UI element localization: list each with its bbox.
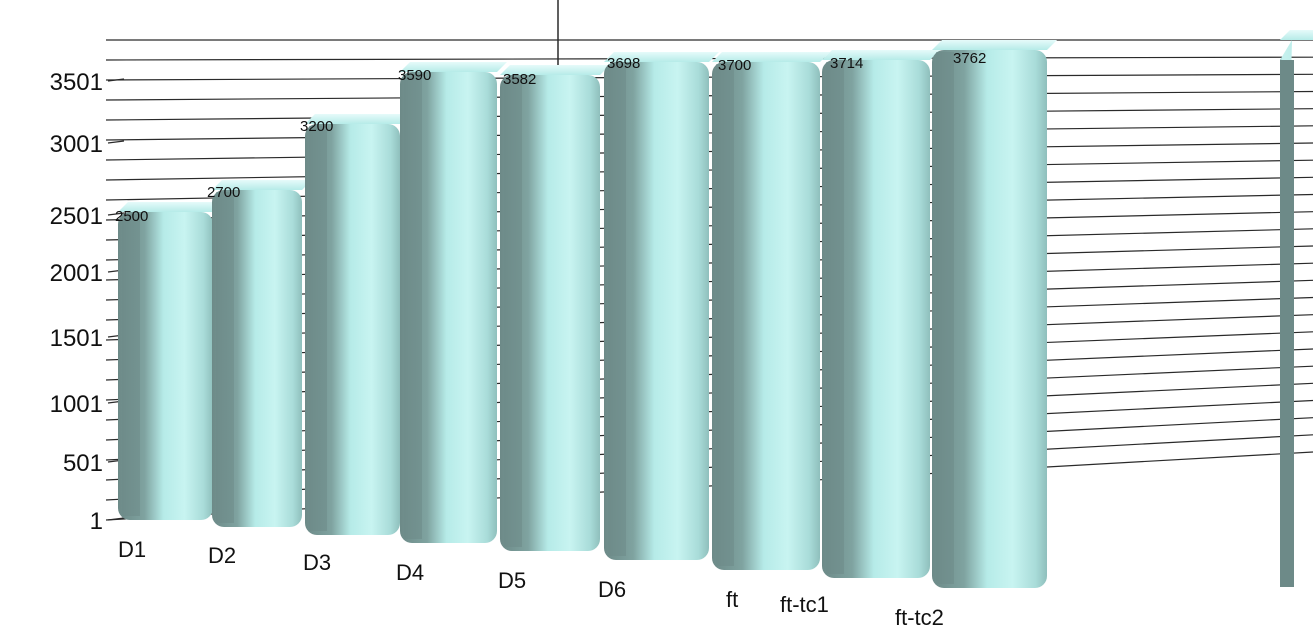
bar-shadow xyxy=(216,192,234,523)
gridline xyxy=(105,73,1313,81)
y-tick-label: 2501 xyxy=(50,203,103,230)
bar xyxy=(400,62,507,543)
bar-top xyxy=(712,52,830,62)
bar-face xyxy=(822,60,930,578)
y-tick-label: 3501 xyxy=(50,69,103,96)
bar-top xyxy=(400,62,507,72)
bar-top xyxy=(212,180,312,190)
bar-face xyxy=(400,72,497,543)
bar-face xyxy=(604,62,709,560)
bar-face xyxy=(305,124,400,535)
x-tick-label: ft-tc2 xyxy=(895,605,944,630)
bar-top xyxy=(1280,30,1313,40)
bar-background-wall xyxy=(1280,30,1313,587)
y-tick-label: 2001 xyxy=(50,260,103,287)
bar-face xyxy=(500,75,600,551)
bar-top xyxy=(500,65,610,75)
x-tick-label: D3 xyxy=(303,550,331,575)
bars xyxy=(118,30,1313,588)
data-label: 3590 xyxy=(398,67,431,84)
bar-shadow xyxy=(404,74,422,539)
y-tick-label: 1001 xyxy=(50,391,103,418)
y-tick-mark xyxy=(107,140,125,144)
bar-top xyxy=(822,50,940,60)
gridline xyxy=(105,159,1313,181)
labels: 2500 2700 3200 3590 3582 3698 3700 3714 3762 D1 D2… xyxy=(115,50,986,630)
gridline xyxy=(105,142,1313,161)
data-label: 3700 xyxy=(718,57,751,74)
bar-top xyxy=(932,40,1057,50)
y-tick-mark xyxy=(107,78,125,82)
gridline xyxy=(105,125,1313,141)
data-label: 3698 xyxy=(607,55,640,72)
x-tick-label: D2 xyxy=(208,543,236,568)
bar xyxy=(604,52,719,560)
x-tick-label: D5 xyxy=(498,568,526,593)
y-tick-label: 3001 xyxy=(50,131,103,158)
bar xyxy=(305,114,410,535)
data-label: 3714 xyxy=(830,55,863,72)
bar xyxy=(500,65,610,551)
bar-edge xyxy=(1280,60,1294,587)
bar xyxy=(822,50,940,578)
bar xyxy=(932,40,1057,588)
data-label: 2700 xyxy=(207,184,240,201)
bar-shadow xyxy=(716,64,734,566)
bar xyxy=(212,180,312,527)
x-tick-label: D6 xyxy=(598,577,626,602)
y-tick-label: 1501 xyxy=(50,325,103,352)
x-tick-label: ft-tc1 xyxy=(780,592,829,617)
y-tick-label: 1 xyxy=(90,508,103,535)
bar-shadow xyxy=(608,64,626,556)
bar-face xyxy=(118,212,213,520)
gridline xyxy=(105,108,1313,121)
bar-shadow xyxy=(826,62,844,574)
bar-shadow xyxy=(936,52,954,584)
bar-face xyxy=(932,50,1047,588)
x-tick-label: D1 xyxy=(118,537,146,562)
bar-top xyxy=(604,52,719,62)
bar-top xyxy=(118,202,223,212)
bar-shadow xyxy=(309,126,327,531)
y-tick-label: 501 xyxy=(63,450,103,477)
data-label: 3200 xyxy=(300,118,333,135)
y-tick-mark xyxy=(107,212,125,216)
bar-shadow xyxy=(122,214,140,516)
bar-top xyxy=(305,114,410,124)
bar-face xyxy=(212,190,302,527)
data-label: 3582 xyxy=(503,71,536,88)
x-tick-label: ft xyxy=(726,587,738,612)
gridline xyxy=(105,90,1313,101)
bar xyxy=(712,52,830,570)
x-tick-label: D4 xyxy=(396,560,424,585)
bar-shadow xyxy=(504,77,522,547)
data-label: 3762 xyxy=(953,50,986,67)
data-label: 2500 xyxy=(115,208,148,225)
bar-face xyxy=(712,62,820,570)
y-tick-mark xyxy=(107,517,125,521)
bar xyxy=(118,202,223,520)
